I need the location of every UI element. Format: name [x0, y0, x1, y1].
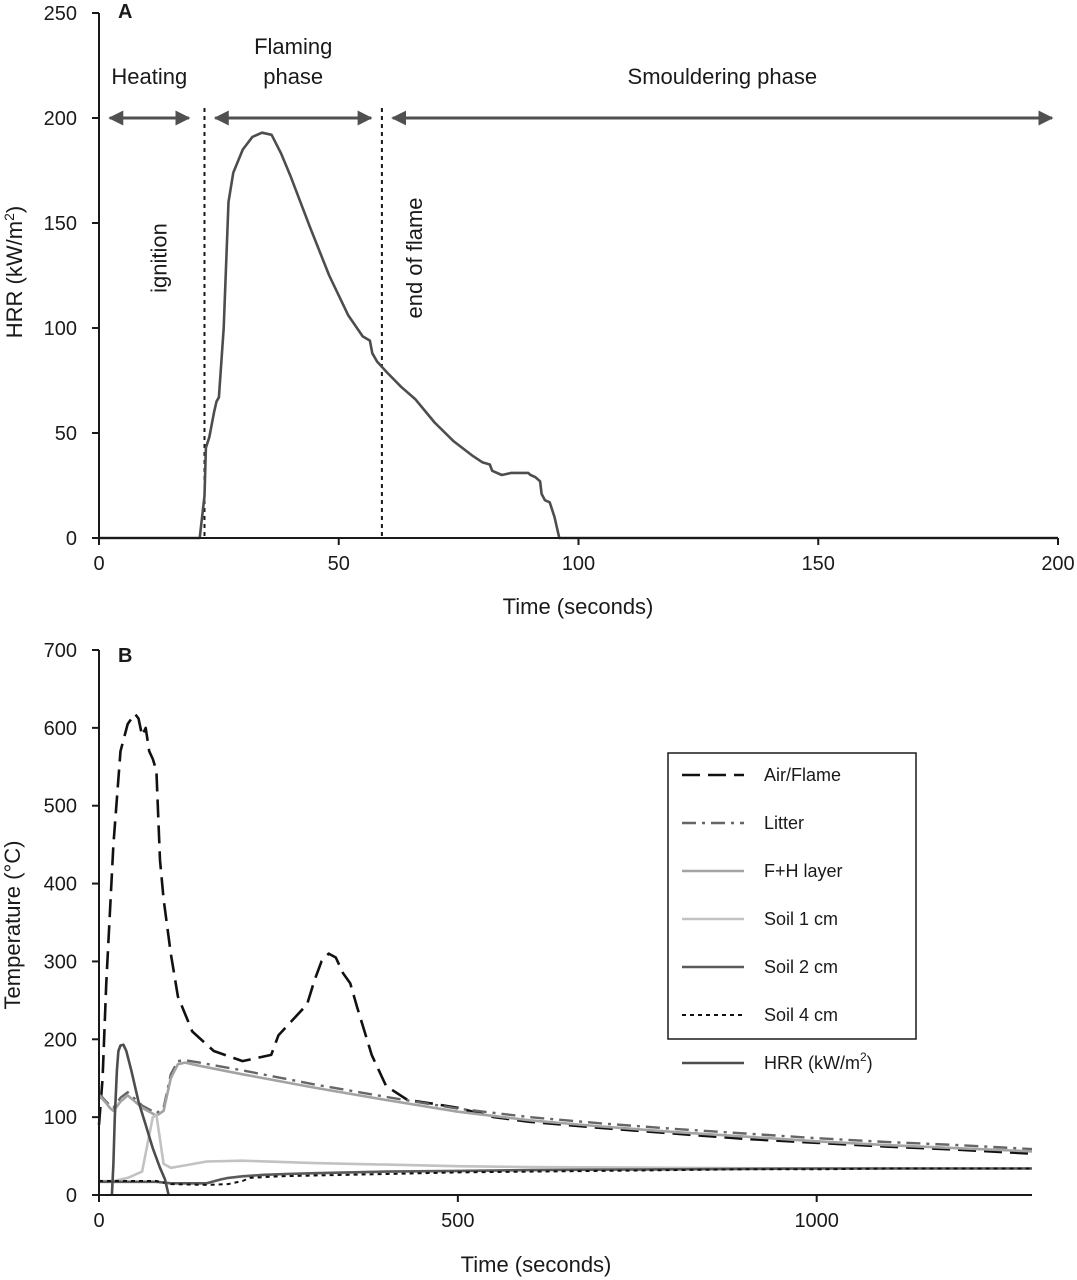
phase-annotations: Heating Flaming phase Smouldering phase [108, 34, 1054, 126]
legend-label: Air/Flame [764, 765, 841, 785]
event-line-label: end of flame [402, 197, 427, 318]
litter-line [98, 1059, 1033, 1151]
panel-a-hrr-chart: A Heating Flaming phase Smouldering phase i… [1, 1, 1075, 619]
legend-label: Litter [764, 813, 804, 833]
y-tick-label: 600 [44, 718, 77, 740]
x-tick-label: 500 [441, 1210, 474, 1232]
x-tick-label: 0 [93, 553, 104, 575]
y-tick-label: 100 [44, 1107, 77, 1129]
soil4-line [99, 1167, 1032, 1186]
phase-label: phase [263, 64, 323, 89]
legend-label: F+H layer [764, 861, 843, 881]
x-tick-label: 150 [802, 553, 835, 575]
panel-b-axes: 0 500 1000 0 100 200 300 400 500 600 700 [44, 640, 1032, 1232]
y-tick-label: 0 [66, 528, 77, 550]
panel-a-axes: 0 50 100 150 200 0 50 100 150 200 250 [44, 3, 1075, 575]
y-tick-label: 250 [44, 3, 77, 25]
y-tick-label: 50 [55, 423, 77, 445]
air-flame-line [97, 712, 1033, 1155]
soil1-line [99, 1113, 1032, 1183]
event-lines: ignition end of flame [146, 108, 427, 538]
panel-b-temperature-chart: B 0 500 1000 0 100 200 300 400 500 600 700 Time (s… [0, 640, 1033, 1277]
phase-label: Flaming [254, 34, 332, 59]
x-tick-label: 1000 [794, 1210, 839, 1232]
panel-a-y-axis-label: HRR (kW/m2) [1, 206, 27, 338]
legend-label: Soil 2 cm [764, 957, 838, 977]
y-tick-label: 150 [44, 213, 77, 235]
hrr-line [99, 131, 1058, 540]
hrr-series [99, 131, 1058, 540]
panel-a-x-axis-label: Time (seconds) [503, 594, 654, 619]
legend-box [667, 752, 917, 1040]
x-tick-label: 100 [562, 553, 595, 575]
y-tick-label: 700 [44, 640, 77, 662]
legend: Air/Flame Litter F+H layer Soil 1 cm Soil 2 … [667, 752, 917, 1073]
panel-b-x-axis-label: Time (seconds) [461, 1252, 612, 1277]
event-line-label: ignition [146, 223, 171, 293]
fh-layer-line [98, 1061, 1033, 1153]
x-tick-label: 0 [93, 1210, 104, 1232]
panel-b-letter: B [118, 645, 132, 667]
legend-label: Soil 4 cm [764, 1005, 838, 1025]
hrr-line [110, 1043, 170, 1196]
legend-label: Soil 1 cm [764, 909, 838, 929]
y-tick-label: 300 [44, 951, 77, 973]
y-tick-label: 0 [66, 1185, 77, 1207]
panel-a-letter: A [118, 1, 132, 23]
panel-b-y-axis-label: Temperature (°C) [0, 841, 25, 1010]
y-tick-label: 200 [44, 1029, 77, 1051]
legend-label: HRR (kW/m2) [764, 1050, 873, 1073]
y-tick-label: 100 [44, 318, 77, 340]
phase-label: Smouldering phase [628, 64, 818, 89]
phase-label: Heating [111, 64, 187, 89]
soil2-line [99, 1167, 1032, 1185]
x-tick-label: 200 [1041, 553, 1074, 575]
temperature-series [97, 712, 1033, 1196]
y-tick-label: 500 [44, 796, 77, 818]
x-tick-label: 50 [328, 553, 350, 575]
y-tick-label: 400 [44, 874, 77, 896]
y-tick-label: 200 [44, 108, 77, 130]
